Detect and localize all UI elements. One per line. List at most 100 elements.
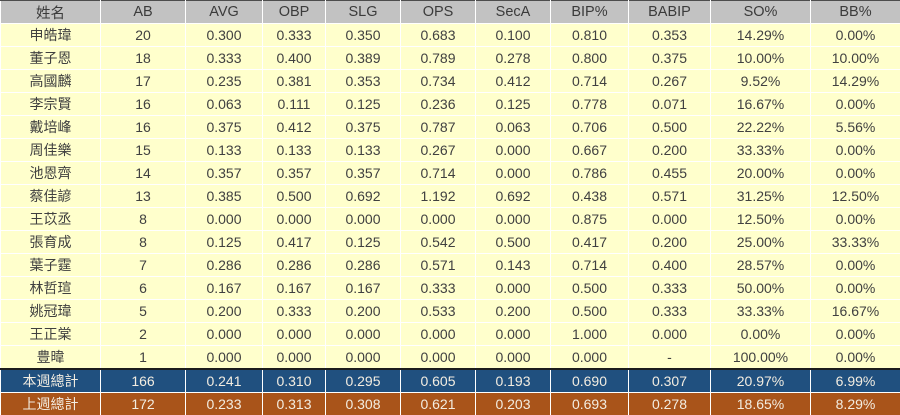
stat-cell: 1 [100, 345, 186, 370]
stat-cell: 18 [100, 46, 186, 70]
stat-cell: 0.167 [325, 276, 401, 300]
total-stat-cell: 0.313 [262, 392, 326, 415]
player-name-cell: 姚冠瑋 [0, 299, 101, 323]
stat-cell: 0.00% [810, 322, 900, 346]
stat-cell: 22.22% [710, 115, 811, 139]
stat-cell: 0.125 [475, 92, 551, 116]
stat-cell: 0.455 [628, 161, 711, 185]
stat-cell: 0.500 [550, 276, 629, 300]
player-name-cell: 張育成 [0, 230, 101, 254]
column-header-ops: OPS [400, 0, 476, 24]
table-row: 張育成 8 0.125 0.417 0.125 0.542 0.500 0.417 0.200 2… [0, 230, 900, 254]
table-row: 池恩齊 14 0.357 0.357 0.357 0.714 0.000 0.786 0.455… [0, 161, 900, 185]
stat-cell: 0.200 [325, 299, 401, 323]
total-stat-cell: 0.307 [628, 368, 711, 393]
stat-cell: 1.000 [550, 322, 629, 346]
total-stat-cell: 0.310 [262, 368, 326, 393]
stat-cell: 10.00% [810, 46, 900, 70]
total-stat-cell: 0.203 [475, 392, 551, 415]
stat-cell: 0.692 [325, 184, 401, 208]
stat-cell: 0.278 [475, 46, 551, 70]
stat-cell: 0.286 [185, 253, 263, 277]
player-name-cell: 豊暐 [0, 345, 101, 370]
stat-cell: 0.200 [475, 299, 551, 323]
stat-cell: 0.714 [550, 69, 629, 93]
stat-cell: 0.000 [475, 207, 551, 231]
player-name-cell: 林哲瑄 [0, 276, 101, 300]
stat-cell: 5.56% [810, 115, 900, 139]
stat-cell: 0.000 [325, 322, 401, 346]
stat-cell: 0.381 [262, 69, 326, 93]
total-stat-cell: 0.308 [325, 392, 401, 415]
stat-cell: 0.400 [262, 46, 326, 70]
stat-cell: 0.000 [185, 322, 263, 346]
table-row: 葉子霆 7 0.286 0.286 0.286 0.571 0.143 0.714 0.400 2… [0, 253, 900, 277]
stat-cell: 0.143 [475, 253, 551, 277]
stat-cell: 0.714 [400, 161, 476, 185]
stat-cell: 0.000 [475, 138, 551, 162]
stat-cell: 0.714 [550, 253, 629, 277]
stat-cell: 31.25% [710, 184, 811, 208]
stat-cell: 2 [100, 322, 186, 346]
stat-cell: 20.00% [710, 161, 811, 185]
stat-cell: 0.300 [185, 23, 263, 47]
stat-cell: 0.789 [400, 46, 476, 70]
column-header-obp: OBP [262, 0, 326, 24]
stat-cell: 0.200 [628, 230, 711, 254]
stat-cell: 0.00% [810, 23, 900, 47]
stat-cell: 0.683 [400, 23, 476, 47]
stat-cell: 0.00% [710, 322, 811, 346]
total-stat-cell: 20.97% [710, 368, 811, 393]
stat-cell: 0.236 [400, 92, 476, 116]
stat-cell: 0.000 [262, 345, 326, 370]
table-row: 王正棠 2 0.000 0.000 0.000 0.000 0.000 1.000 0.000 0… [0, 322, 900, 346]
column-header-slg: SLG [325, 0, 401, 24]
total-previous-week-row: 上週總計 172 0.233 0.313 0.308 0.621 0.203 0.693 0.2… [0, 392, 900, 415]
total-stat-cell: 0.621 [400, 392, 476, 415]
stat-cell: 13 [100, 184, 186, 208]
stat-cell: 0.400 [628, 253, 711, 277]
stat-cell: 10.00% [710, 46, 811, 70]
stat-cell: 100.00% [710, 345, 811, 370]
stat-cell: 16.67% [710, 92, 811, 116]
stat-cell: 6 [100, 276, 186, 300]
stat-cell: 0.063 [185, 92, 263, 116]
total-stat-cell: 0.233 [185, 392, 263, 415]
table-row: 周佳樂 15 0.133 0.133 0.133 0.267 0.000 0.667 0.200… [0, 138, 900, 162]
stat-cell: 0.333 [400, 276, 476, 300]
stat-cell: 33.33% [710, 138, 811, 162]
table-body: 申皓瑋 20 0.300 0.333 0.350 0.683 0.100 0.810 0.353… [0, 23, 900, 415]
stat-cell: 0.500 [475, 230, 551, 254]
total-stat-cell: 166 [100, 368, 186, 393]
stat-cell: 0.267 [400, 138, 476, 162]
total-current-week-row: 本週總計 166 0.241 0.310 0.295 0.605 0.193 0.690 0.3… [0, 368, 900, 393]
stat-cell: 0.333 [262, 23, 326, 47]
total-stat-cell: 0.693 [550, 392, 629, 415]
stat-cell: 50.00% [710, 276, 811, 300]
stat-cell: 12.50% [710, 207, 811, 231]
stat-cell: 0.417 [262, 230, 326, 254]
stat-cell: 0.000 [325, 207, 401, 231]
stat-cell: 0.571 [400, 253, 476, 277]
stat-cell: 0.286 [262, 253, 326, 277]
table-row: 李宗賢 16 0.063 0.111 0.125 0.236 0.125 0.778 0.071… [0, 92, 900, 116]
total-row-label: 上週總計 [0, 392, 101, 415]
total-stat-cell: 18.65% [710, 392, 811, 415]
header-row: 姓名 AB AVG OBP SLG OPS SecA BIP% BABIP SO% BB% [0, 0, 900, 24]
total-stat-cell: 0.295 [325, 368, 401, 393]
player-name-cell: 高國麟 [0, 69, 101, 93]
stat-cell: 0.571 [628, 184, 711, 208]
stat-cell: 28.57% [710, 253, 811, 277]
total-stat-cell: 0.605 [400, 368, 476, 393]
player-name-cell: 王苡丞 [0, 207, 101, 231]
total-stat-cell: 0.278 [628, 392, 711, 415]
stat-cell: 25.00% [710, 230, 811, 254]
stat-cell: 0.000 [262, 207, 326, 231]
stat-cell: - [628, 345, 711, 370]
player-name-cell: 葉子霆 [0, 253, 101, 277]
stat-cell: 8 [100, 207, 186, 231]
stat-cell: 0.375 [185, 115, 263, 139]
stat-cell: 0.200 [628, 138, 711, 162]
